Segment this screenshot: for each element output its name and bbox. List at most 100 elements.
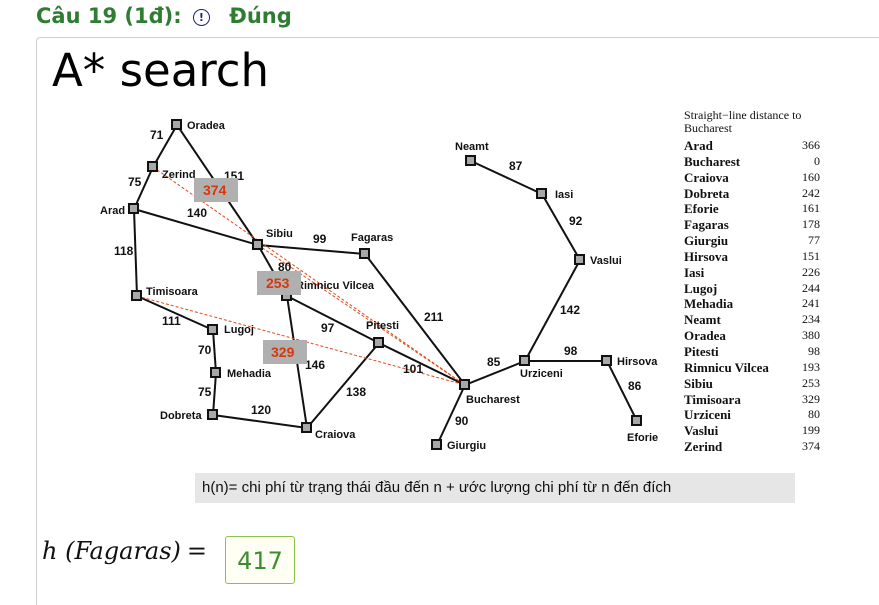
slide-title: A* search [52, 44, 270, 97]
road [212, 372, 217, 416]
road [541, 193, 581, 261]
city-distance: 380 [802, 328, 820, 343]
city-node [459, 379, 470, 390]
distance-label: 92 [569, 214, 583, 228]
city-label: Arad [100, 205, 125, 217]
road [606, 360, 638, 422]
question-header: Câu 19 (1đ): ! Đúng [36, 4, 292, 28]
city-distance: 374 [802, 439, 820, 454]
city-node [631, 415, 642, 426]
answer-expression: h (Fagaras) = [42, 537, 213, 565]
road [470, 160, 543, 195]
table-row: Iasi 226 [684, 265, 824, 281]
table-row: Hirsova 151 [684, 249, 824, 265]
heuristic-lines [136, 166, 466, 386]
heuristic-badge [257, 271, 301, 295]
distance-label: 80 [278, 260, 292, 274]
distance-label: 97 [321, 321, 335, 335]
table-row: Bucharest 0 [684, 154, 824, 170]
city-label: Giurgiu [447, 440, 486, 452]
city-distance: 234 [802, 312, 820, 327]
city-labels: Oradea Zerind Arad Sibiu Fagaras Timisoa… [100, 120, 658, 452]
formula-note: h(n)= chi phí từ trạng thái đầu đến n + … [195, 473, 795, 503]
road [133, 208, 259, 246]
city-name: Oradea [684, 328, 726, 344]
city-label: Craiova [315, 429, 356, 441]
table-row: Urziceni 80 [684, 407, 824, 423]
city-distance: 241 [802, 296, 820, 311]
city-node [131, 290, 142, 301]
city-name: Urziceni [684, 407, 731, 423]
city-node [536, 188, 547, 199]
city-node [574, 254, 585, 265]
city-distance: 77 [808, 233, 820, 248]
road [133, 166, 154, 210]
city-name: Hirsova [684, 248, 729, 264]
city-name: Zerind [684, 439, 723, 455]
city-distance: 329 [802, 391, 820, 406]
city-node [207, 409, 218, 420]
table-row: Mehadia 241 [684, 296, 824, 312]
city-distance: 244 [802, 280, 820, 295]
info-circle-icon[interactable]: ! [192, 9, 210, 26]
city-node [171, 119, 182, 130]
distance-label: 70 [198, 343, 212, 357]
distance-label: 138 [346, 385, 366, 399]
table-row: Craiova 160 [684, 170, 824, 186]
heuristic-badge [263, 340, 307, 364]
table-row: Neamt 234 [684, 312, 824, 328]
table-row: Rimnicu Vilcea 193 [684, 360, 824, 376]
answer-input[interactable]: 417 [225, 536, 295, 584]
table-row: Pitesti 98 [684, 344, 824, 360]
question-card [36, 37, 879, 605]
road [152, 124, 178, 168]
city-label: Vaslui [590, 255, 622, 267]
road [212, 329, 217, 374]
city-label: Rimnicu Vilcea [296, 280, 375, 292]
city-distance: 226 [802, 264, 820, 279]
city-name: Giurgiu [684, 233, 729, 249]
city-distance: 151 [802, 248, 820, 263]
distance-label: 211 [424, 310, 444, 324]
table-row: Vaslui 199 [684, 423, 824, 439]
city-distance: 98 [808, 343, 820, 358]
road [286, 295, 380, 344]
heuristic-badge-text: 374 [203, 182, 227, 198]
table-rows: Arad 366 Bucharest 0 Craiova 160 Dobreta 242 Efo… [684, 138, 824, 455]
city-label: Oradea [187, 120, 226, 132]
distance-label: 75 [128, 175, 142, 189]
city-node [519, 355, 530, 366]
heuristic-badges: 374 253 329 [194, 178, 307, 364]
distance-label: 101 [403, 362, 423, 376]
city-name: Iasi [684, 264, 705, 280]
city-name: Arad [684, 138, 713, 153]
city-name: Mehadia [684, 296, 734, 312]
table-row: Dobreta 242 [684, 186, 824, 202]
table-row: Sibiu 253 [684, 376, 824, 392]
city-name: Pitesti [684, 343, 719, 359]
road [364, 253, 466, 386]
heuristic-badge-text: 329 [271, 344, 295, 360]
table-row: Zerind 374 [684, 439, 824, 455]
city-distance: 160 [802, 169, 820, 184]
city-name: Fagaras [684, 217, 729, 233]
table-row: Oradea 380 [684, 328, 824, 344]
table-row: Giurgiu 77 [684, 233, 824, 249]
city-label: Timisoara [146, 286, 199, 298]
city-label: Pitesti [366, 320, 399, 332]
dashed-line [136, 295, 466, 386]
city-name: Eforie [684, 201, 719, 217]
city-label: Eforie [627, 432, 658, 444]
city-name: Vaslui [684, 423, 719, 439]
distance-label: 90 [455, 414, 469, 428]
distance-label: 142 [560, 303, 580, 317]
distance-label: 75 [198, 385, 212, 399]
city-label: Zerind [162, 169, 196, 181]
city-node [601, 355, 612, 366]
city-label: Neamt [455, 141, 489, 153]
distance-label: 120 [251, 403, 271, 417]
answer-lhs: h (Fagaras) [42, 537, 181, 565]
city-name: Neamt [684, 312, 721, 328]
city-name: Lugoj [684, 280, 718, 296]
dashed-line [257, 244, 466, 386]
